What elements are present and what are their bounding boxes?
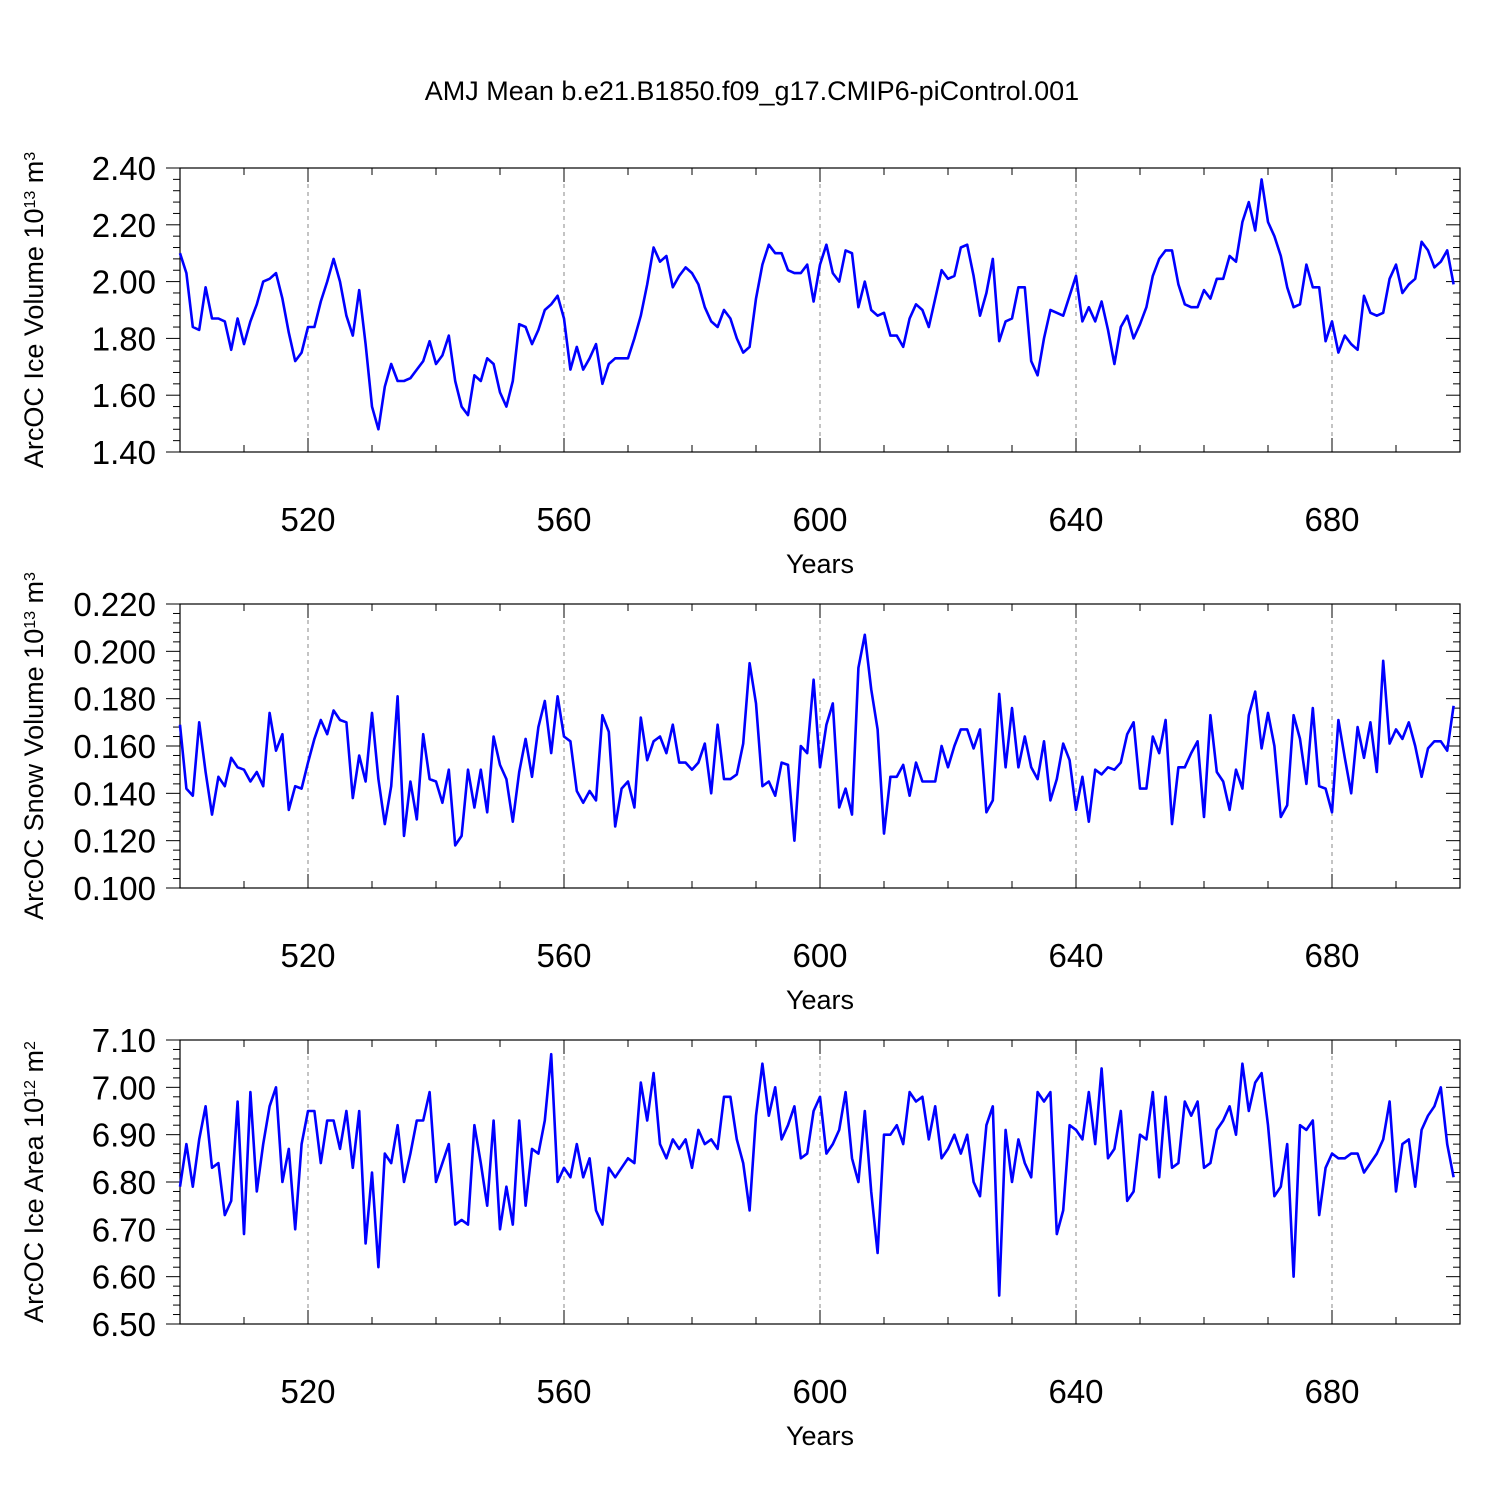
x-axis-label: Years bbox=[786, 1421, 854, 1451]
x-axis-label: Years bbox=[786, 985, 854, 1015]
y-axis-label: ArcOC Ice Area 1012 m2 bbox=[19, 1041, 49, 1323]
y-tick-label: 7.10 bbox=[92, 1022, 156, 1059]
y-tick-label: 7.00 bbox=[92, 1069, 156, 1106]
x-tick-label: 560 bbox=[536, 937, 591, 974]
x-tick-label: 520 bbox=[280, 1373, 335, 1410]
panel-1: 1.40 1.60 1.80 2.00 2.20 2.40 520 560 600 640 680 Y… bbox=[19, 150, 1461, 579]
panels: 1.40 1.60 1.80 2.00 2.20 2.40 520 560 600 640 680 Y… bbox=[19, 150, 1461, 1451]
x-tick-label: 640 bbox=[1048, 501, 1103, 538]
y-tick-label: 6.70 bbox=[92, 1211, 156, 1248]
y-tick-label: 6.50 bbox=[92, 1306, 156, 1343]
y-tick-label: 1.60 bbox=[92, 377, 156, 414]
x-tick-label: 560 bbox=[536, 501, 591, 538]
y-tick-label: 6.90 bbox=[92, 1117, 156, 1154]
y-tick-label: 2.00 bbox=[92, 264, 156, 301]
x-tick-label: 600 bbox=[792, 937, 847, 974]
y-tick-label: 0.180 bbox=[73, 681, 156, 718]
y-tick-label: 0.160 bbox=[73, 728, 156, 765]
y-tick-label: 0.100 bbox=[73, 870, 156, 907]
y-tick-label: 0.140 bbox=[73, 775, 156, 812]
y-tick-label: 2.20 bbox=[92, 207, 156, 244]
x-tick-label: 640 bbox=[1048, 1373, 1103, 1410]
data-series-line bbox=[178, 1052, 1455, 1297]
y-tick-label: 0.200 bbox=[73, 633, 156, 670]
y-axis-label: ArcOC Ice Volume 1013 m3 bbox=[19, 152, 49, 468]
data-series-line bbox=[178, 633, 1455, 847]
y-tick-label: 0.120 bbox=[73, 823, 156, 860]
plot-frame bbox=[179, 603, 1461, 889]
x-tick-label: 680 bbox=[1304, 1373, 1359, 1410]
x-tick-label: 680 bbox=[1304, 501, 1359, 538]
y-tick-label: 1.40 bbox=[92, 434, 156, 471]
panel-3: 6.50 6.60 6.70 6.80 6.90 7.00 7.10 520 560 600 640… bbox=[19, 1022, 1461, 1451]
y-tick-label: 6.80 bbox=[92, 1164, 156, 1201]
y-tick-label: 0.220 bbox=[73, 586, 156, 623]
data-series-line bbox=[178, 178, 1455, 431]
plot-frame bbox=[179, 167, 1461, 453]
y-tick-label: 2.40 bbox=[92, 150, 156, 187]
y-tick-label: 6.60 bbox=[92, 1259, 156, 1296]
x-axis-label: Years bbox=[786, 549, 854, 579]
panel-2: 0.100 0.120 0.140 0.160 0.180 0.200 0.220 520 56… bbox=[19, 572, 1461, 1015]
x-tick-label: 520 bbox=[280, 937, 335, 974]
x-tick-label: 600 bbox=[792, 501, 847, 538]
x-tick-label: 680 bbox=[1304, 937, 1359, 974]
y-tick-label: 1.80 bbox=[92, 320, 156, 357]
x-tick-label: 520 bbox=[280, 501, 335, 538]
chart-title: AMJ Mean b.e21.B1850.f09_g17.CMIP6-piCon… bbox=[425, 76, 1079, 106]
y-axis-label: ArcOC Snow Volume 1013 m3 bbox=[19, 572, 49, 920]
x-tick-label: 560 bbox=[536, 1373, 591, 1410]
x-tick-label: 640 bbox=[1048, 937, 1103, 974]
x-tick-label: 600 bbox=[792, 1373, 847, 1410]
